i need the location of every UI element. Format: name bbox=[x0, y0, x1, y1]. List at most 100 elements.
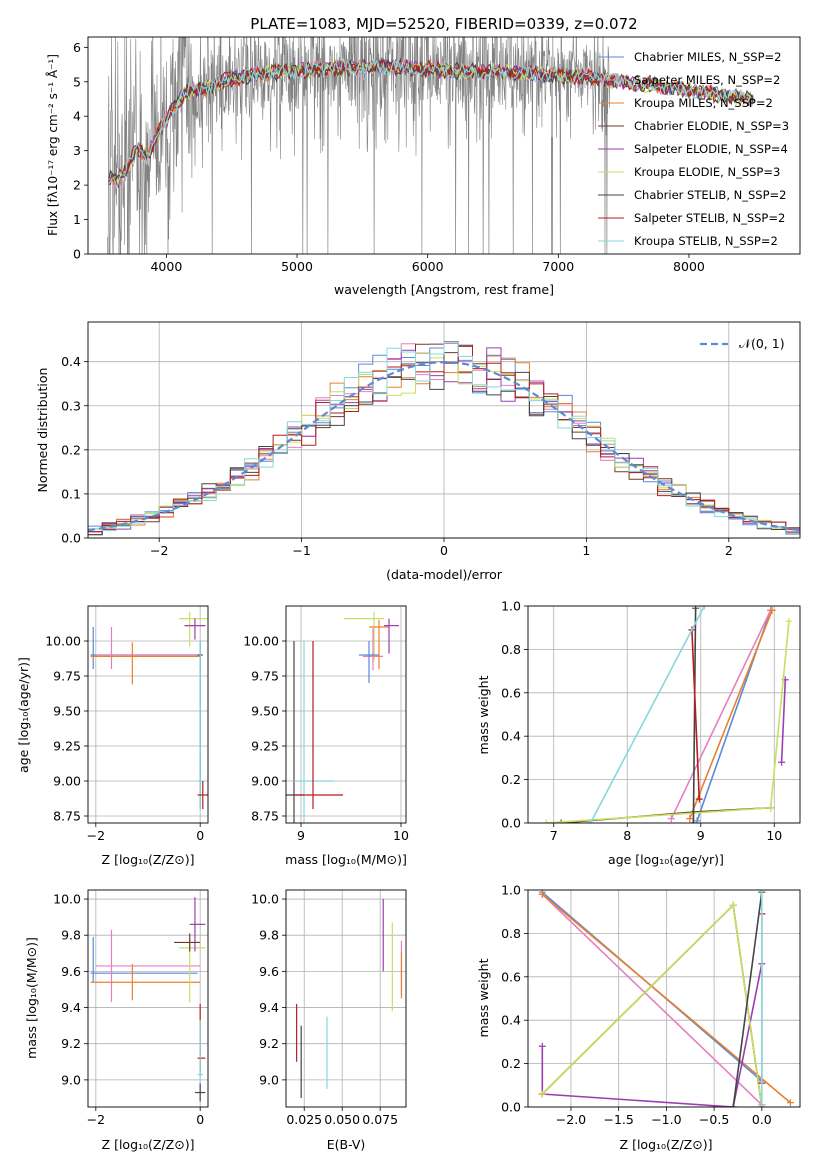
x-tick-label: −2.0 bbox=[556, 1112, 586, 1127]
legend-label: Kroupa ELODIE, N_SSP=3 bbox=[634, 165, 780, 179]
y-tick-label: 0 bbox=[73, 247, 81, 262]
plot-area bbox=[90, 897, 206, 1102]
y-tick-label: 9.2 bbox=[61, 1036, 81, 1051]
x-tick-label: 0 bbox=[196, 1112, 204, 1127]
x-tick-label: 0 bbox=[440, 543, 448, 558]
y-tick-label: 9.4 bbox=[61, 1000, 81, 1015]
y-tick-label: 9.8 bbox=[61, 928, 81, 943]
weight-marker-chabrier-stelib bbox=[689, 819, 697, 823]
weight-marker-kroupa-elodie bbox=[767, 804, 775, 812]
x-tick-label: 8000 bbox=[673, 259, 705, 274]
plot-frame bbox=[527, 605, 801, 824]
legend-label: Salpeter STELIB, N_SSP=2 bbox=[634, 211, 785, 225]
y-tick-label: 0.6 bbox=[501, 685, 521, 700]
y-tick-label: 9.50 bbox=[53, 704, 81, 719]
x-tick-label: −1.0 bbox=[651, 1112, 681, 1127]
normal-legend-label: 𝒩(0, 1) bbox=[739, 336, 785, 351]
weight-marker-chabrier-stelib bbox=[729, 1103, 737, 1107]
weight-line-chabrier-stelib bbox=[732, 892, 763, 1107]
weight-line-salpeter-elodie bbox=[780, 679, 787, 763]
x-tick-label: 10 bbox=[766, 828, 782, 843]
figure-title: PLATE=1083, MJD=52520, FIBERID=0339, z=0… bbox=[250, 15, 637, 33]
x-tick-label: 7 bbox=[550, 828, 558, 843]
weight-marker-chabrier-elodie bbox=[557, 819, 565, 823]
massz-xlabel: Z [log₁₀(Z/Z⊙)] bbox=[102, 1137, 195, 1152]
normal-curve bbox=[88, 360, 800, 532]
legend-label: Kroupa MILES, N_SSP=2 bbox=[634, 96, 773, 110]
y-tick-label: 0.0 bbox=[61, 531, 81, 546]
legend-label: Chabrier MILES, N_SSP=2 bbox=[634, 50, 781, 64]
massz-ylabel: mass [log₁₀(M/M⊙)] bbox=[24, 937, 39, 1059]
plot-frame bbox=[87, 605, 209, 824]
residuals-ylabel: Normed distribution bbox=[35, 368, 50, 493]
y-tick-label: 2 bbox=[73, 178, 81, 193]
massebv-xlabel: E(B-V) bbox=[327, 1137, 366, 1152]
legend-label: Chabrier ELODIE, N_SSP=3 bbox=[634, 119, 789, 133]
y-tick-label: 9.50 bbox=[251, 704, 279, 719]
y-tick-label: 0.2 bbox=[61, 442, 81, 457]
y-tick-label: 1.0 bbox=[501, 599, 521, 614]
y-tick-label: 8.75 bbox=[53, 809, 81, 824]
y-tick-label: 0.0 bbox=[501, 1100, 521, 1115]
weight-marker-kroupa-stelib bbox=[586, 819, 594, 823]
agez-ylabel: age [log₁₀(age/yr)] bbox=[16, 657, 31, 773]
y-tick-label: 0.4 bbox=[61, 354, 81, 369]
legend-label: Salpeter MILES, N_SSP=2 bbox=[634, 73, 780, 87]
residual-histogram-kroupa-stelib bbox=[88, 341, 800, 534]
weight-marker-salpeter-elodie bbox=[778, 758, 786, 766]
y-tick-label: 9.00 bbox=[251, 774, 279, 789]
residuals-xlabel: (data-model)/error bbox=[386, 567, 503, 582]
legend-label: Salpeter ELODIE, N_SSP=4 bbox=[634, 142, 788, 156]
weight-marker-chabrier-miles bbox=[693, 817, 701, 823]
weight-marker-kroupa-miles bbox=[686, 815, 694, 823]
x-tick-label: 8 bbox=[623, 828, 631, 843]
x-tick-label: 5000 bbox=[281, 259, 313, 274]
plot-frame bbox=[87, 321, 801, 539]
y-tick-label: 0.3 bbox=[61, 398, 81, 413]
y-tick-label: 0.4 bbox=[501, 729, 521, 744]
mwage-xlabel: age [log₁₀(age/yr)] bbox=[608, 852, 724, 867]
x-tick-label: 1 bbox=[582, 543, 590, 558]
y-tick-label: 9.00 bbox=[53, 774, 81, 789]
y-tick-label: 10.0 bbox=[251, 892, 279, 907]
weight-marker-kroupa-stelib bbox=[758, 1103, 766, 1107]
y-tick-label: 0.1 bbox=[61, 486, 81, 501]
weight-marker-kroupa-stelib bbox=[700, 606, 708, 610]
weight-marker-kroupa-elodie bbox=[785, 617, 793, 625]
weight-marker-kroupa-stelib bbox=[758, 890, 766, 894]
x-tick-label: 7000 bbox=[542, 259, 574, 274]
y-tick-label: 4 bbox=[73, 109, 81, 124]
x-tick-label: −1 bbox=[292, 543, 310, 558]
x-tick-label: 0.0 bbox=[752, 1112, 772, 1127]
x-tick-label: 0 bbox=[196, 828, 204, 843]
y-tick-label: 0.8 bbox=[501, 642, 521, 657]
y-tick-label: 0.2 bbox=[501, 1056, 521, 1071]
plot-area bbox=[107, 37, 754, 254]
weight-line-kroupa-miles bbox=[688, 610, 773, 819]
weight-line-salpeter-stelib bbox=[691, 629, 701, 800]
plot-frame bbox=[285, 605, 407, 824]
x-tick-label: 4000 bbox=[150, 259, 182, 274]
y-tick-label: 0.8 bbox=[501, 926, 521, 941]
plot-area bbox=[90, 611, 208, 809]
plot-frame bbox=[285, 889, 407, 1108]
mass-vs-ebv-panel: E(B-V) 0.025 0.050 0.075 9.0 9.2 9.4 9.6 9.8 10.… bbox=[251, 889, 407, 1152]
y-tick-label: 9.75 bbox=[251, 669, 279, 684]
agez-xlabel: Z [log₁₀(Z/Z⊙)] bbox=[102, 852, 195, 867]
age-vs-z-panel: Z [log₁₀(Z/Z⊙)] age [log₁₀(age/yr)] −2 0 8… bbox=[16, 605, 209, 867]
y-tick-label: 9.8 bbox=[259, 928, 279, 943]
plot-area bbox=[542, 606, 793, 823]
weight-marker-salpeter-elodie bbox=[538, 1042, 546, 1050]
weight-marker-chabrier-stelib bbox=[692, 606, 700, 612]
weight-line-salpeter-miles bbox=[670, 609, 772, 820]
y-tick-label: 10.0 bbox=[53, 892, 81, 907]
x-tick-label: 2 bbox=[725, 543, 733, 558]
y-tick-label: 9.0 bbox=[61, 1072, 81, 1087]
weight-marker-kroupa-elodie bbox=[542, 819, 550, 823]
y-tick-label: 0.4 bbox=[501, 1013, 521, 1028]
weight-line-salpeter-elodie bbox=[541, 963, 763, 1107]
x-tick-label: 6000 bbox=[412, 259, 444, 274]
y-tick-label: 9.25 bbox=[251, 739, 279, 754]
agemass-xlabel: mass [log₁₀(M/M⊙)] bbox=[285, 852, 407, 867]
